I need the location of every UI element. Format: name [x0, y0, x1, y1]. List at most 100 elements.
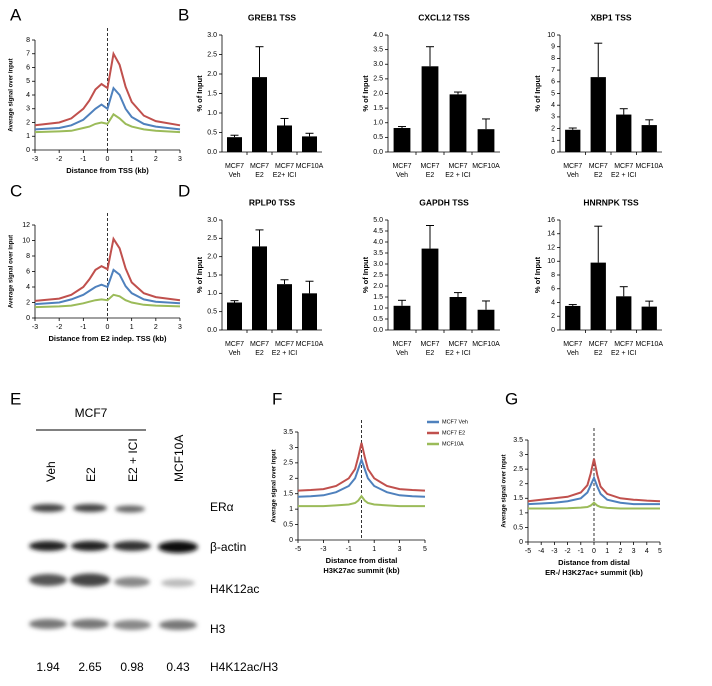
y-tick-label: 4 — [26, 92, 30, 99]
chart-title: RPLP0 TSS — [249, 197, 296, 207]
x-axis-label: Distance from distal — [326, 556, 398, 565]
bar — [421, 248, 439, 330]
band — [113, 620, 151, 630]
y-tick-label: 3.0 — [373, 61, 383, 68]
series-line — [34, 268, 181, 306]
bar — [616, 114, 632, 152]
series-line — [34, 112, 181, 134]
x-tick-label: MCF10A — [296, 163, 324, 170]
y-tick-label: 0.0 — [373, 149, 383, 156]
x-tick-label: -2 — [564, 548, 570, 555]
y-tick-label: 0 — [26, 315, 30, 322]
x-tick-label: MCF7 — [448, 341, 467, 348]
panel-label: F — [272, 389, 282, 408]
x-tick-label: MCF7 — [420, 341, 439, 348]
y-axis-label: Average signal over input — [502, 454, 508, 527]
bar — [449, 94, 467, 152]
x-tick-label: Veh — [567, 350, 579, 357]
y-tick-label: 2 — [26, 119, 30, 126]
y-tick-label: 2 — [26, 299, 30, 306]
x-axis-label: Distance from E2 indep. TSS (kb) — [49, 334, 167, 343]
band — [161, 579, 195, 587]
panel-label: B — [178, 5, 189, 24]
x-tick-label: Veh — [228, 172, 240, 179]
bar — [590, 77, 606, 152]
y-tick-label: 1 — [551, 137, 555, 144]
y-tick-label: 0 — [289, 537, 293, 544]
x-tick-label: -1 — [80, 324, 86, 331]
x-tick-label: E2 + ICI — [445, 350, 471, 357]
x-tick-label: MCF7 — [448, 163, 467, 170]
band — [113, 541, 151, 551]
chart-title: CXCL12 TSS — [418, 12, 470, 22]
y-tick-label: 2.0 — [373, 283, 383, 290]
y-tick-label: 6 — [26, 268, 30, 275]
series-line — [34, 236, 181, 302]
y-tick-label: 3 — [551, 114, 555, 121]
bar — [393, 128, 411, 152]
y-tick-label: 2.5 — [283, 460, 293, 467]
x-tick-label: MCF10A — [635, 341, 663, 348]
band — [71, 619, 109, 629]
band — [70, 573, 110, 587]
band — [29, 541, 67, 551]
y-tick-label: 12 — [22, 222, 30, 229]
y-tick-label: 4.0 — [373, 239, 383, 246]
x-tick-label: 1 — [130, 156, 134, 163]
bar — [277, 125, 292, 152]
series-line — [34, 86, 181, 131]
band — [29, 619, 67, 629]
x-tick-label: 4 — [645, 548, 649, 555]
y-tick-label: 6 — [551, 286, 555, 293]
y-tick-label: 1.5 — [513, 495, 523, 502]
y-tick-label: 1.0 — [207, 290, 217, 297]
panel-label: E — [10, 389, 21, 408]
bar — [421, 66, 439, 152]
y-tick-label: 4 — [26, 284, 30, 291]
y-tick-label: 3.0 — [207, 217, 217, 224]
x-tick-label: E2+ ICI — [273, 172, 297, 179]
band — [29, 574, 67, 586]
y-tick-label: 1.5 — [373, 294, 383, 301]
x-tick-label: MCF7 — [563, 341, 582, 348]
y-tick-label: 4.0 — [373, 32, 383, 39]
y-tick-label: 6 — [551, 79, 555, 86]
chart-title: GAPDH TSS — [419, 197, 469, 207]
series-line — [527, 475, 660, 506]
y-tick-label: 5 — [551, 90, 555, 97]
y-tick-label: 2.5 — [373, 272, 383, 279]
y-tick-label: 0.0 — [207, 327, 217, 334]
x-tick-label: -5 — [295, 546, 301, 553]
y-tick-label: 3.0 — [207, 32, 217, 39]
x-tick-label: -1 — [346, 546, 352, 553]
x-tick-label: 2 — [154, 324, 158, 331]
x-tick-label: -2 — [56, 324, 62, 331]
x-tick-label: MCF7 — [275, 163, 294, 170]
x-tick-label: -2 — [56, 156, 62, 163]
y-tick-label: 5.0 — [373, 217, 383, 224]
y-tick-label: 1 — [519, 510, 523, 517]
row-label: H3 — [210, 622, 226, 636]
lane-label: E2 + ICI — [126, 438, 140, 482]
x-tick-label: MCF7 — [563, 163, 582, 170]
x-tick-label: E2 — [426, 172, 435, 179]
row-label: ERα — [210, 500, 234, 514]
y-tick-label: 9 — [551, 44, 555, 51]
band — [73, 504, 107, 512]
x-tick-label: MCF7 — [614, 163, 633, 170]
y-tick-label: 5 — [26, 78, 30, 85]
panel-label: A — [10, 5, 22, 24]
y-tick-label: 1 — [26, 133, 30, 140]
x-tick-label: 2 — [154, 156, 158, 163]
y-tick-label: 2 — [551, 313, 555, 320]
y-tick-label: 14 — [547, 231, 555, 238]
y-tick-label: 4.5 — [373, 228, 383, 235]
row-label: β-actin — [210, 540, 246, 554]
y-tick-label: 0.5 — [207, 309, 217, 316]
y-tick-label: 8 — [26, 37, 30, 44]
x-tick-label: MCF7 — [392, 163, 411, 170]
x-tick-label: 3 — [632, 548, 636, 555]
bar — [449, 297, 467, 330]
y-tick-label: 0.0 — [207, 149, 217, 156]
